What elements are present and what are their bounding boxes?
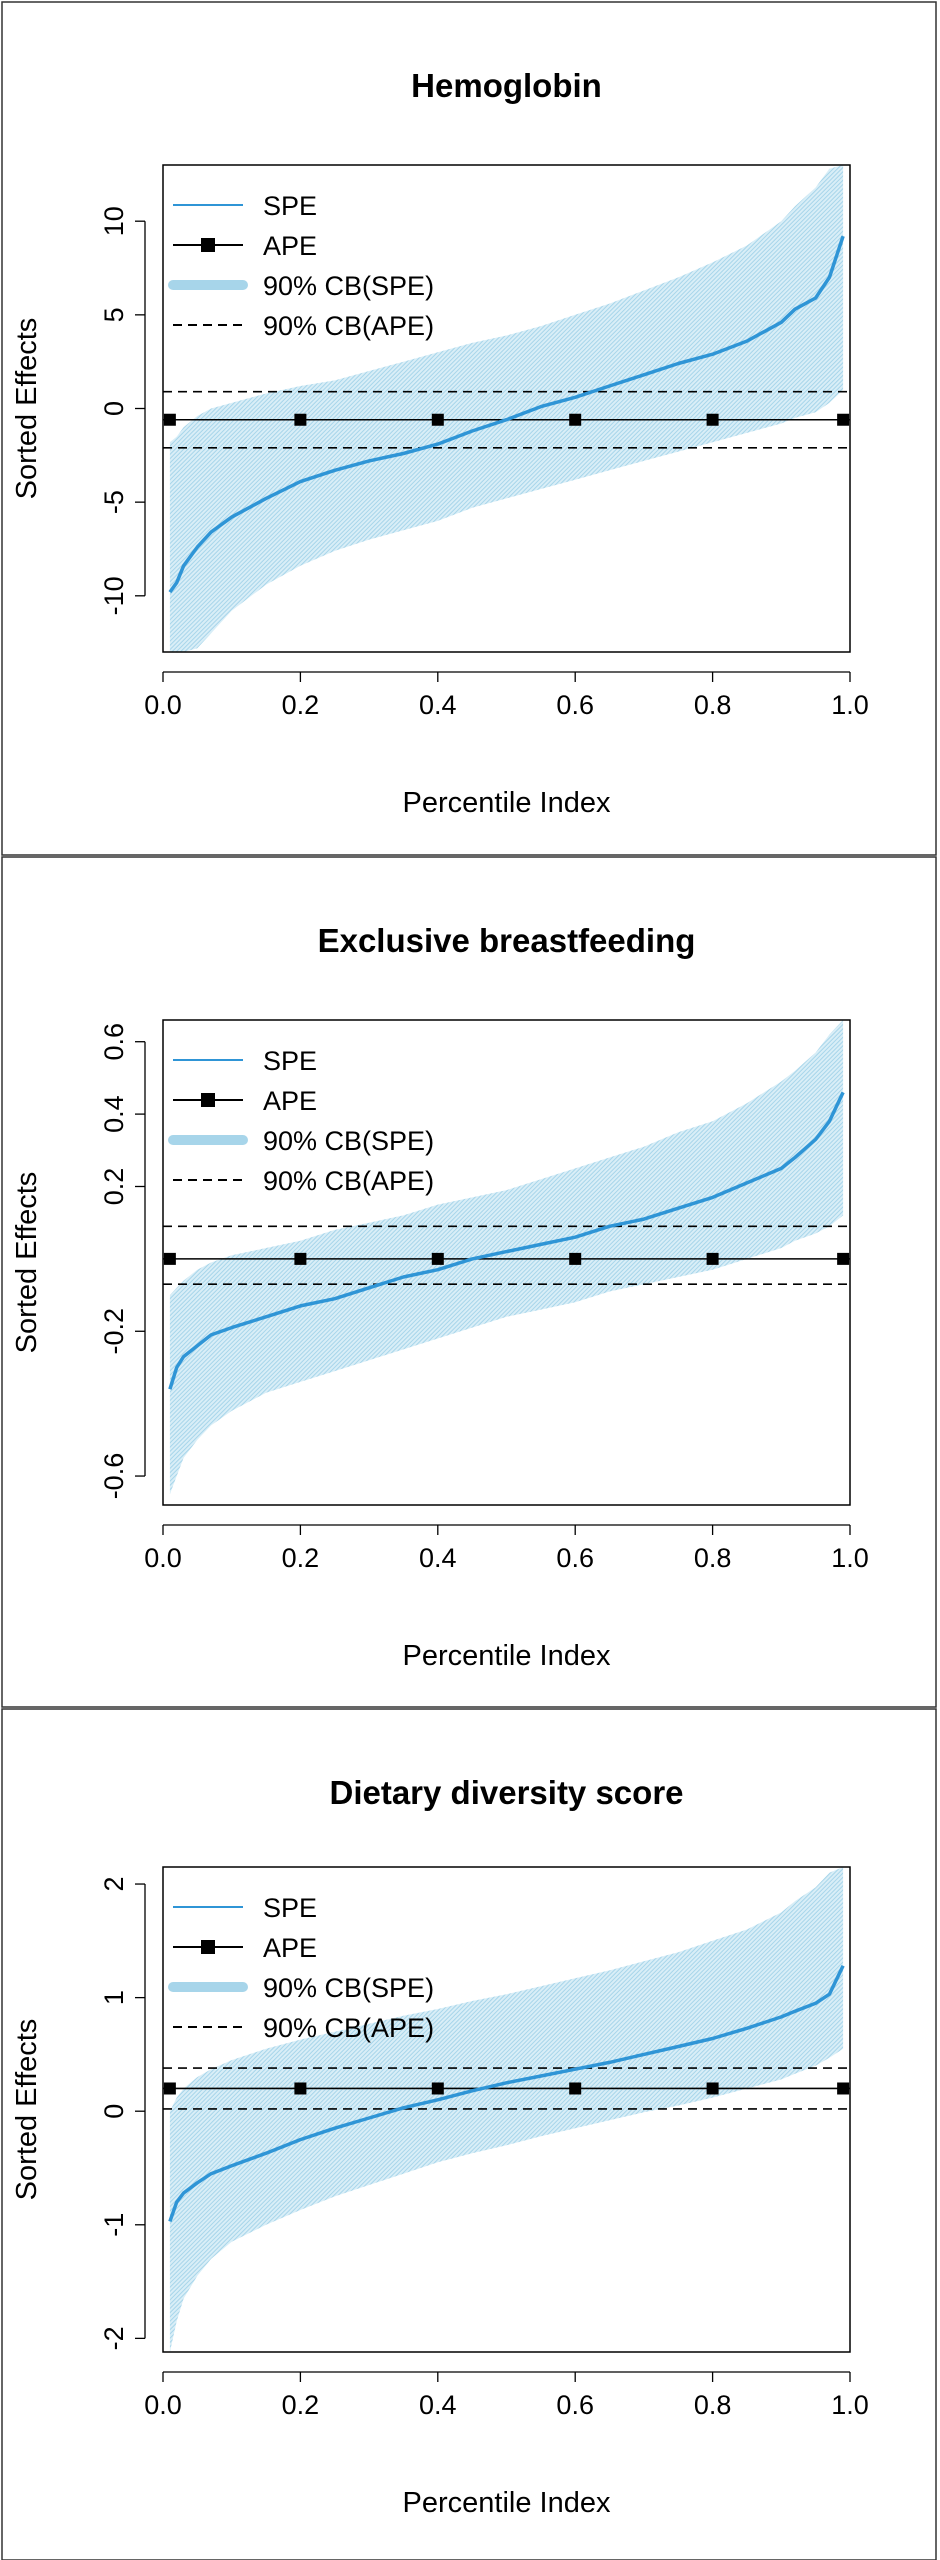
plot-area xyxy=(163,165,850,652)
legend-ape-marker xyxy=(201,238,215,252)
y-tick-label: -2 xyxy=(99,2326,129,2350)
ape-marker xyxy=(431,413,444,426)
y-tick-label: 0 xyxy=(99,2104,129,2119)
plot-frame xyxy=(162,1866,851,2353)
legend-label: 90% CB(APE) xyxy=(263,1166,434,1196)
x-tick-label: 0.8 xyxy=(694,2390,732,2420)
legend: SPE APE 90% CB(SPE) 90% CB(APE) xyxy=(168,1046,434,1196)
legend-label: SPE xyxy=(263,191,317,221)
x-tick-label: 0.8 xyxy=(694,690,732,720)
y-tick-label: -0.6 xyxy=(99,1453,129,1500)
legend-label: SPE xyxy=(263,1046,317,1076)
legend: SPE APE 90% CB(SPE) 90% CB(APE) xyxy=(168,191,434,341)
legend-label: SPE xyxy=(263,1893,317,1923)
spe-confidence-band xyxy=(169,165,844,652)
ape-marker xyxy=(294,2082,307,2095)
legend-ape-marker xyxy=(201,1940,215,1954)
ape-marker xyxy=(163,1252,176,1265)
panel-border xyxy=(1,856,937,1708)
x-tick-label: 0.6 xyxy=(556,1543,594,1573)
ape-marker xyxy=(837,413,850,426)
x-tick-label: 0.2 xyxy=(282,2390,320,2420)
x-tick-label: 0.0 xyxy=(144,1543,182,1573)
legend-label: 90% CB(APE) xyxy=(263,311,434,341)
chart-title: Exclusive breastfeeding xyxy=(318,922,696,959)
x-tick-label: 0.0 xyxy=(144,2390,182,2420)
spe-line xyxy=(168,1965,845,2222)
chart-panel-2: 0.0 0.2 0.4 0.6 0.8 1.0 Percentile Index -0.6 -0… xyxy=(1,856,937,1708)
y-tick-label: 0.4 xyxy=(99,1095,129,1133)
y-tick-label: -5 xyxy=(99,490,129,514)
y-tick-label: 1 xyxy=(99,1990,129,2005)
x-tick-label: 0.4 xyxy=(419,1543,457,1573)
x-tick-label: 0.6 xyxy=(556,2390,594,2420)
ape-marker xyxy=(163,2082,176,2095)
legend-label: 90% CB(APE) xyxy=(263,2013,434,2043)
ape-marker xyxy=(163,413,176,426)
y-axis-label: Sorted Effects xyxy=(11,1172,43,1354)
chart-title: Dietary diversity score xyxy=(329,1774,683,1811)
plot-area xyxy=(163,1020,850,1495)
plot-frame xyxy=(162,164,851,653)
ape-marker xyxy=(706,1252,719,1265)
plot-area xyxy=(163,1867,850,2352)
x-axis-label: Percentile Index xyxy=(403,787,611,819)
y-tick-label: 0.6 xyxy=(99,1023,129,1061)
chart-panel-3: 0.0 0.2 0.4 0.6 0.8 1.0 Percentile Index -2 -1 0 1… xyxy=(1,1708,937,2560)
x-tick-label: 0.6 xyxy=(556,690,594,720)
y-tick-label: 5 xyxy=(99,307,129,322)
ape-marker xyxy=(294,1252,307,1265)
x-tick-label: 0.0 xyxy=(144,690,182,720)
panel-border xyxy=(1,1,937,856)
ape-marker xyxy=(706,2082,719,2095)
spe-confidence-band xyxy=(169,1020,844,1495)
spe-line xyxy=(168,1091,845,1390)
y-axis-label: Sorted Effects xyxy=(11,2019,43,2201)
x-tick-label: 0.2 xyxy=(282,690,320,720)
ape-marker xyxy=(837,2082,850,2095)
y-tick-label: 10 xyxy=(99,206,129,236)
legend-ape-marker xyxy=(201,1093,215,1107)
x-axis-label: Percentile Index xyxy=(403,1640,611,1672)
ape-marker xyxy=(569,1252,582,1265)
ape-marker xyxy=(294,413,307,426)
x-tick-label: 0.4 xyxy=(419,690,457,720)
legend-label: 90% CB(SPE) xyxy=(263,1126,434,1156)
y-tick-label: -0.2 xyxy=(99,1308,129,1355)
legend-label: APE xyxy=(263,1933,317,1963)
legend-label: 90% CB(SPE) xyxy=(263,1973,434,2003)
y-tick-label: 2 xyxy=(99,1877,129,1892)
legend: SPE APE 90% CB(SPE) 90% CB(APE) xyxy=(168,1893,434,2043)
legend-label: APE xyxy=(263,231,317,261)
x-tick-label: 1.0 xyxy=(831,1543,869,1573)
legend-label: 90% CB(SPE) xyxy=(263,271,434,301)
x-tick-label: 1.0 xyxy=(831,690,869,720)
spe-confidence-band xyxy=(169,1867,844,2352)
y-tick-label: 0 xyxy=(99,401,129,416)
plot-frame xyxy=(162,1019,851,1506)
ape-marker xyxy=(431,1252,444,1265)
ape-marker xyxy=(431,2082,444,2095)
panel-border xyxy=(1,1708,937,2560)
ape-marker xyxy=(706,413,719,426)
ape-marker xyxy=(569,413,582,426)
chart-title: Hemoglobin xyxy=(411,67,602,104)
chart-panel-1: 0.0 0.2 0.4 0.6 0.8 1.0 Percentile Index -10 -5 0… xyxy=(1,1,937,856)
y-tick-label: -1 xyxy=(99,2213,129,2237)
x-tick-label: 1.0 xyxy=(831,2390,869,2420)
legend-label: APE xyxy=(263,1086,317,1116)
y-tick-label: 0.2 xyxy=(99,1168,129,1206)
x-axis-label: Percentile Index xyxy=(403,2487,611,2519)
ape-marker xyxy=(569,2082,582,2095)
x-tick-label: 0.2 xyxy=(282,1543,320,1573)
x-tick-label: 0.8 xyxy=(694,1543,732,1573)
x-tick-label: 0.4 xyxy=(419,2390,457,2420)
y-tick-label: -10 xyxy=(99,576,129,615)
ape-marker xyxy=(837,1252,850,1265)
y-axis-label: Sorted Effects xyxy=(11,318,43,500)
spe-line xyxy=(168,235,845,594)
